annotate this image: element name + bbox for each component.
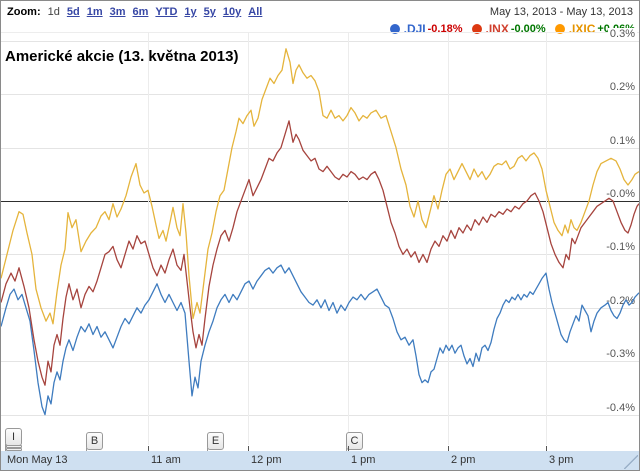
time-axis-label: 11 am xyxy=(151,454,181,466)
gridline-vertical xyxy=(248,32,249,445)
zoom-range-1m[interactable]: 1m xyxy=(86,6,103,18)
time-axis-tick xyxy=(448,446,449,451)
zoom-label: Zoom: xyxy=(7,6,41,18)
news-flag-stem xyxy=(5,444,6,452)
zoom-range-links: 5d 1m 3m 6m YTD 1y 5y 10y All xyxy=(67,6,262,18)
zoom-range-3m[interactable]: 3m xyxy=(109,6,126,18)
gridline-vertical xyxy=(348,32,349,445)
series-line-dji xyxy=(1,264,639,416)
gridline xyxy=(1,148,639,149)
y-axis-label: -0.4% xyxy=(604,402,637,414)
plot-top-border xyxy=(1,32,639,33)
zoom-range-5y[interactable]: 5y xyxy=(203,6,216,18)
gridline xyxy=(1,308,639,309)
time-axis-label: Mon May 13 xyxy=(7,454,68,466)
y-axis-label: -0.1% xyxy=(604,241,637,253)
date-range: May 13, 2013 - May 13, 2013 xyxy=(489,6,633,18)
zoom-range-5d[interactable]: 5d xyxy=(66,6,80,18)
news-flag-stack xyxy=(6,445,22,448)
zoom-range-1d-selected[interactable]: 1d xyxy=(47,6,60,18)
y-axis-label: 0.1% xyxy=(607,135,637,147)
y-axis-label: -0.0% xyxy=(604,188,637,200)
gridline-vertical xyxy=(546,32,547,445)
time-axis-tick xyxy=(248,446,249,451)
news-flag-label: B xyxy=(86,432,103,450)
time-axis-tick xyxy=(148,446,149,451)
time-axis-label: 1 pm xyxy=(351,454,376,466)
gridline xyxy=(1,415,639,416)
y-axis-label: 0.2% xyxy=(607,81,637,93)
series-line-inx xyxy=(1,120,639,386)
zoom-range-10y[interactable]: 10y xyxy=(222,6,242,18)
time-axis-label: 12 pm xyxy=(251,454,282,466)
time-axis-tick xyxy=(348,446,349,451)
zoom-range-ytd[interactable]: YTD xyxy=(155,6,178,18)
zoom-range-all[interactable]: All xyxy=(248,6,263,18)
news-flag-label: E xyxy=(207,432,224,450)
time-axis-tick xyxy=(546,446,547,451)
gridline xyxy=(1,361,639,362)
gridline xyxy=(1,41,639,42)
series-dot-icon xyxy=(554,24,565,34)
chart-title: Americké akcie (13. května 2013) xyxy=(5,48,239,65)
y-axis-label: 0.3% xyxy=(607,28,637,40)
news-flag-label: I xyxy=(5,428,22,446)
gridline-zero xyxy=(1,201,639,202)
resize-corner-icon xyxy=(624,455,638,469)
zoom-range-6m[interactable]: 6m xyxy=(132,6,149,18)
zoom-controls: Zoom: 1d 5d 1m 3m 6m YTD 1y 5y 10y All xyxy=(7,6,262,18)
time-axis-label: 3 pm xyxy=(549,454,574,466)
time-axis-label: 2 pm xyxy=(451,454,476,466)
y-axis-label: -0.3% xyxy=(604,348,637,360)
news-flag-stack xyxy=(6,448,22,451)
zoom-range-1y[interactable]: 1y xyxy=(184,6,197,18)
news-flag-label: C xyxy=(346,432,363,450)
time-axis: Mon May 13 11 am 12 pm 1 pm 2 pm 3 pm xyxy=(1,451,639,470)
series-line-ixic xyxy=(1,48,639,325)
series-dot-icon xyxy=(389,24,400,34)
gridline-vertical xyxy=(148,32,149,445)
series-dot-icon xyxy=(471,24,482,34)
gridline xyxy=(1,254,639,255)
